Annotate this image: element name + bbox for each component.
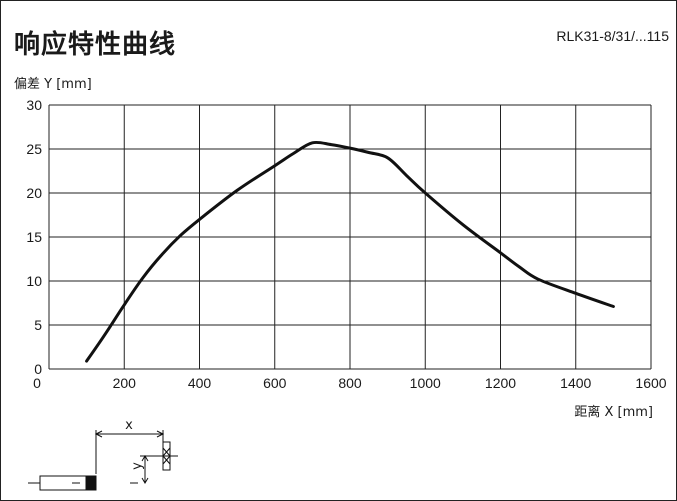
y-arrow-top: [141, 455, 149, 462]
x-tick-label: 1400: [560, 375, 591, 391]
sensor-diagram: [28, 430, 178, 491]
y-tick-label: 5: [34, 317, 42, 333]
target-hatch-3: [162, 447, 171, 457]
y-tick-label: 15: [26, 229, 42, 245]
x-tick-label: 600: [263, 375, 287, 391]
x-arrow-right: [156, 430, 165, 438]
diagram-y-label: y: [130, 462, 145, 470]
x-axis-label: 距离 X [mm]: [574, 404, 653, 420]
sensor-lens: [85, 475, 97, 491]
x-arrow-left: [94, 430, 103, 438]
y-tick-label: 25: [26, 141, 42, 157]
target-hatch-4: [162, 455, 171, 465]
y-tick-label: 10: [26, 273, 42, 289]
chart-title: 响应特性曲线: [14, 30, 177, 60]
grid: [48, 104, 652, 370]
y-axis-label: 偏差 Y [mm]: [14, 77, 92, 92]
x-tick-label: 200: [113, 375, 137, 391]
x-tick-label: 1200: [485, 375, 516, 391]
x-tick-label: 1600: [635, 375, 666, 391]
y-tick-label: 0: [34, 361, 42, 377]
diagram-x-label: x: [125, 418, 133, 433]
model-number: RLK31-8/31/...115: [556, 28, 669, 44]
x-tick-label: 0: [33, 375, 41, 391]
x-tick-label: 800: [338, 375, 362, 391]
tick-labels: 0 200 400 600 800 1000 1200 1400 1600 0 5 10 15 20 25 3…: [26, 97, 666, 391]
x-tick-label: 400: [188, 375, 212, 391]
response-curve: [85, 140, 615, 363]
y-arrow-bottom: [141, 477, 149, 484]
y-tick-label: 20: [26, 185, 42, 201]
x-tick-label: 1000: [410, 375, 441, 391]
y-tick-label: 30: [26, 97, 42, 113]
